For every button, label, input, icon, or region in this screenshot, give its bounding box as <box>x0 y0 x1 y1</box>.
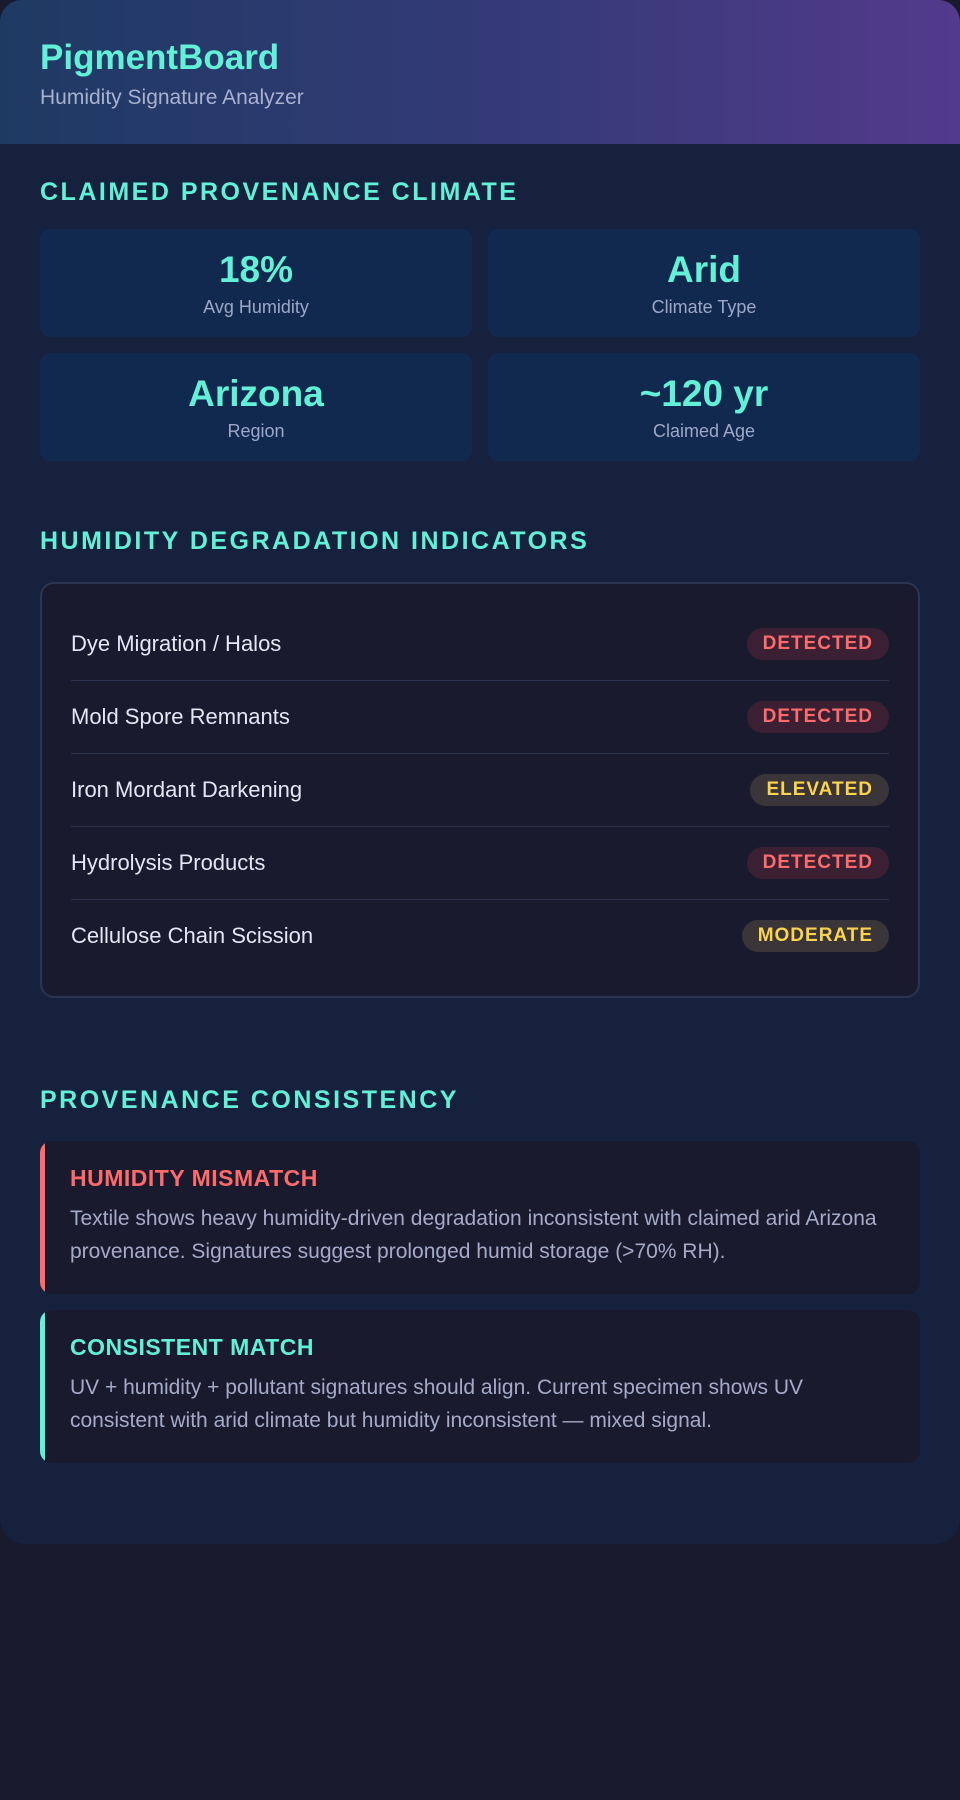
mismatch-card: HUMIDITY MISMATCH Textile shows heavy hu… <box>40 1141 920 1294</box>
card-text: Textile shows heavy humidity-driven degr… <box>70 1207 877 1263</box>
main-content: CLAIMED PROVENANCE CLIMATE 18% Avg Humid… <box>0 178 960 1463</box>
status-badge: DETECTED <box>746 628 889 660</box>
stat-card-claimed-age: ~120 yr Claimed Age <box>488 353 920 461</box>
stat-card-humidity: 18% Avg Humidity <box>40 229 472 337</box>
indicator-label: Mold Spore Remnants <box>71 704 290 729</box>
card-text: UV + humidity + pollutant signatures sho… <box>70 1376 804 1432</box>
indicator-row: Hydrolysis Products DETECTED <box>71 827 889 900</box>
indicator-row: Cellulose Chain Scission MODERATE <box>71 900 889 972</box>
indicator-label: Hydrolysis Products <box>71 850 266 875</box>
status-badge: DETECTED <box>746 847 889 879</box>
stat-card-climate-type: Arid Climate Type <box>488 229 920 337</box>
indicators-section-title: HUMIDITY DEGRADATION INDICATORS <box>40 527 590 555</box>
stat-card-region: Arizona Region <box>40 353 472 461</box>
indicator-row: Iron Mordant Darkening ELEVATED <box>71 754 889 827</box>
stat-value: Arizona <box>188 372 324 414</box>
app-panel: PigmentBoard Humidity Signature Analyzer… <box>0 0 960 1544</box>
climate-stats-grid: 18% Avg Humidity Arid Climate Type Arizo… <box>40 229 920 461</box>
indicator-label: Cellulose Chain Scission <box>71 923 314 948</box>
indicator-row: Mold Spore Remnants DETECTED <box>71 681 889 754</box>
stat-value: 18% <box>218 248 294 290</box>
climate-section-title: CLAIMED PROVENANCE CLIMATE <box>40 178 519 206</box>
status-badge: DETECTED <box>746 701 889 733</box>
stat-label: Avg Humidity <box>203 296 309 317</box>
app-subtitle: Humidity Signature Analyzer <box>40 86 304 109</box>
indicator-label: Iron Mordant Darkening <box>71 777 303 802</box>
stat-label: Claimed Age <box>652 420 756 441</box>
stat-label: Region <box>227 420 285 441</box>
app-title: PigmentBoard <box>40 38 280 77</box>
stat-value: ~120 yr <box>639 372 769 414</box>
status-badge: MODERATE <box>741 920 889 952</box>
indicators-list: Dye Migration / Halos DETECTED Mold Spor… <box>40 582 920 998</box>
consistency-section-title: PROVENANCE CONSISTENCY <box>40 1086 459 1114</box>
stat-value: Arid <box>667 248 741 290</box>
status-badge: ELEVATED <box>750 774 889 806</box>
card-title: CONSISTENT MATCH <box>70 1334 314 1360</box>
indicator-row: Dye Migration / Halos DETECTED <box>71 608 889 681</box>
stat-label: Climate Type <box>651 296 757 317</box>
app-header: PigmentBoard Humidity Signature Analyzer <box>0 0 960 144</box>
indicator-label: Dye Migration / Halos <box>71 631 282 656</box>
card-title: HUMIDITY MISMATCH <box>70 1165 318 1191</box>
match-card: CONSISTENT MATCH UV + humidity + polluta… <box>40 1310 920 1463</box>
